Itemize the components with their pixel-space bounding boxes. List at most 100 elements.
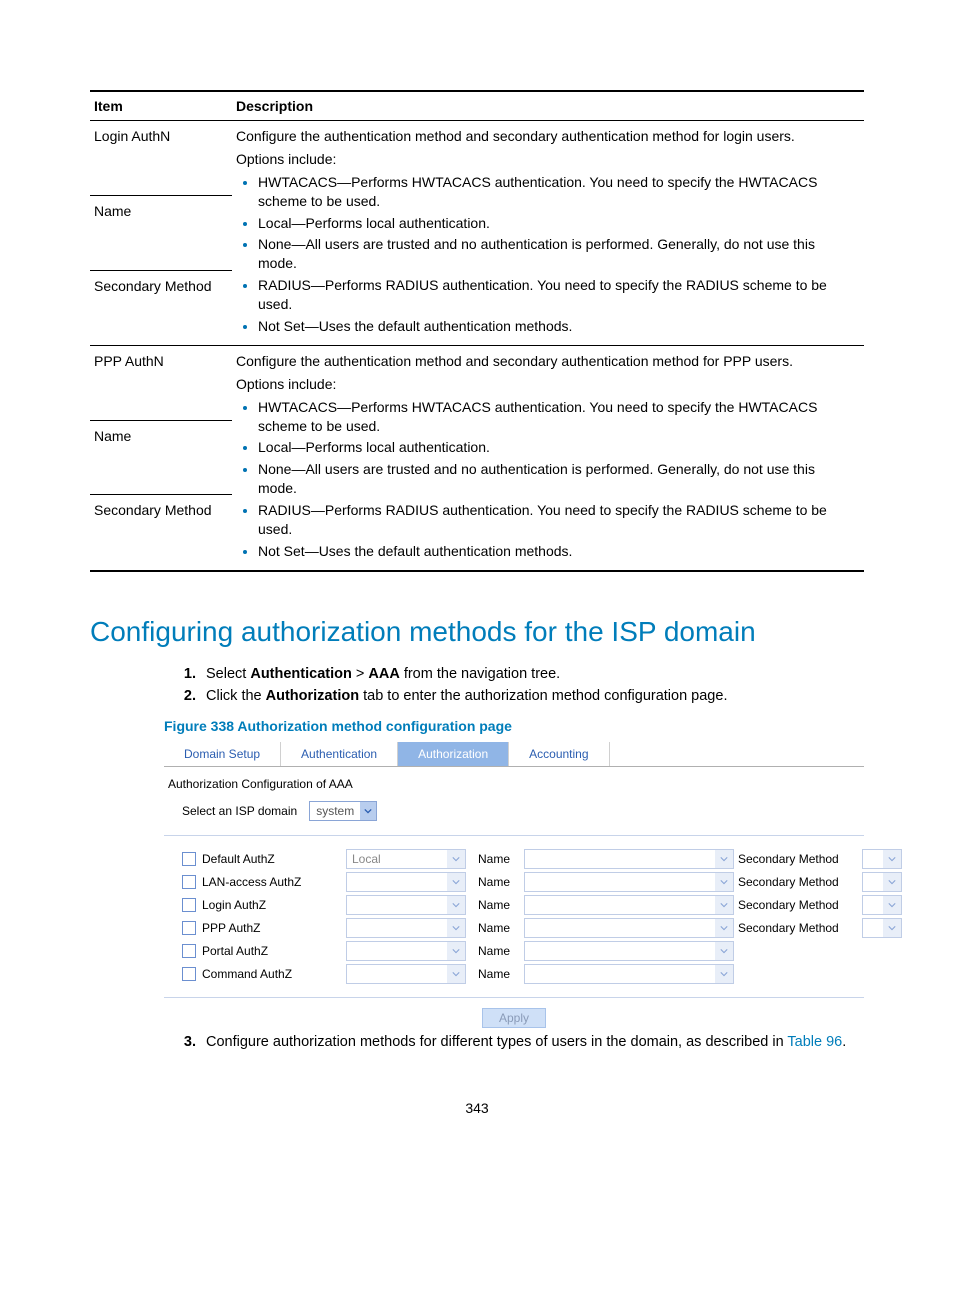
chevron-down-icon [883,919,901,937]
ppp-opts-label: Options include: [236,375,856,394]
name-select-3[interactable] [524,918,734,938]
steps-list: Select Authentication > AAA from the nav… [90,666,864,704]
chevron-down-icon [715,965,733,983]
authz-checkbox-4[interactable]: Portal AuthZ [182,944,342,958]
chevron-down-icon [883,896,901,914]
login-opts-label: Options include: [236,150,856,169]
secondary-label: Secondary Method [738,921,858,935]
secondary-select-3[interactable] [862,918,902,938]
login-opts-list: HWTACACS—Performs HWTACACS authenticatio… [236,173,856,336]
method-select-5[interactable] [346,964,466,984]
secondary-label: Secondary Method [738,852,858,866]
chevron-down-icon [447,942,465,960]
checkbox-icon [182,898,196,912]
apply-button[interactable]: Apply [482,1008,546,1028]
chevron-down-icon [715,896,733,914]
ppp-opt-2: None—All users are trusted and no authen… [258,460,856,498]
cell-login-name: Name [90,195,232,270]
method-select-4[interactable] [346,941,466,961]
authz-checkbox-5[interactable]: Command AuthZ [182,967,342,981]
th-item: Item [90,91,232,121]
authz-row-label: Default AuthZ [202,852,275,866]
name-select-2[interactable] [524,895,734,915]
authz-row-2: Login AuthZ Name Secondary Method [182,895,864,915]
ppp-opt-4: Not Set—Uses the default authentication … [258,542,856,561]
authz-checkbox-1[interactable]: LAN-access AuthZ [182,875,342,889]
authz-row-label: PPP AuthZ [202,921,260,935]
chevron-down-icon [447,965,465,983]
checkbox-icon [182,944,196,958]
secondary-label: Secondary Method [738,898,858,912]
ppp-desc-intro: Configure the authentication method and … [236,352,856,371]
s3-pre: Configure authorization methods for diff… [206,1034,787,1050]
name-label: Name [470,967,520,981]
s2-pre: Click the [206,688,266,704]
section-heading: Configuring authorization methods for th… [90,616,864,648]
isp-domain-select[interactable]: system [309,801,377,821]
tab-accounting[interactable]: Accounting [509,742,609,766]
name-select-5[interactable] [524,964,734,984]
chevron-down-icon [883,873,901,891]
secondary-select-2[interactable] [862,895,902,915]
authz-checkbox-0[interactable]: Default AuthZ [182,852,342,866]
tab-bar: Domain Setup Authentication Authorizatio… [164,742,864,767]
page-number: 343 [90,1100,864,1116]
tab-domain-setup[interactable]: Domain Setup [164,742,281,766]
chevron-down-icon [715,850,733,868]
checkbox-icon [182,875,196,889]
authz-checkbox-2[interactable]: Login AuthZ [182,898,342,912]
authz-row-1: LAN-access AuthZNameSecondary Method [182,872,864,892]
name-label: Name [470,921,520,935]
s3-link[interactable]: Table 96 [787,1034,842,1050]
login-desc-intro: Configure the authentication method and … [236,127,856,146]
login-opt-0: HWTACACS—Performs HWTACACS authenticatio… [258,173,856,211]
authz-form: Default AuthZLocalNameSecondary MethodLA… [164,835,864,998]
login-opt-4: Not Set—Uses the default authentication … [258,317,856,336]
authz-row-label: Command AuthZ [202,967,292,981]
cell-login-desc: Configure the authentication method and … [232,121,864,346]
authz-row-4: Portal AuthZ Name [182,941,864,961]
th-desc: Description [232,91,864,121]
authorization-config-ui: Domain Setup Authentication Authorizatio… [164,742,864,1028]
isp-domain-row: Select an ISP domain system [182,801,864,821]
authz-checkbox-3[interactable]: PPP AuthZ [182,921,342,935]
authz-row-label: Portal AuthZ [202,944,268,958]
method-select-1[interactable] [346,872,466,892]
cell-ppp-desc: Configure the authentication method and … [232,345,864,570]
secondary-select-1[interactable] [862,872,902,892]
authz-row-label: Login AuthZ [202,898,266,912]
cell-ppp-name: Name [90,420,232,495]
cell-ppp-secondary: Secondary Method [90,495,232,571]
step-1: Select Authentication > AAA from the nav… [200,666,864,682]
name-select-1[interactable] [524,872,734,892]
chevron-down-icon [715,873,733,891]
login-opt-2: None—All users are trusted and no authen… [258,235,856,273]
s2-b: Authorization [266,688,359,704]
name-label: Name [470,852,520,866]
tab-authentication[interactable]: Authentication [281,742,398,766]
chevron-down-icon [447,873,465,891]
method-select-0[interactable]: Local [346,849,466,869]
name-select-0[interactable] [524,849,734,869]
chevron-down-icon [447,919,465,937]
secondary-select-0[interactable] [862,849,902,869]
ppp-opt-3: RADIUS—Performs RADIUS authentication. Y… [258,501,856,539]
method-select-3[interactable] [346,918,466,938]
method-select-2[interactable] [346,895,466,915]
authz-row-3: PPP AuthZ Name Secondary Method [182,918,864,938]
name-label: Name [470,944,520,958]
isp-value: system [310,804,360,818]
ui-subheading: Authorization Configuration of AAA [168,777,864,791]
steps-list-cont: Configure authorization methods for diff… [90,1034,864,1050]
step-3: Configure authorization methods for diff… [200,1034,864,1050]
login-opt-3: RADIUS—Performs RADIUS authentication. Y… [258,276,856,314]
s1-b2: AAA [368,666,399,682]
step-2: Click the Authorization tab to enter the… [200,688,864,704]
secondary-label: Secondary Method [738,875,858,889]
name-label: Name [470,898,520,912]
name-select-4[interactable] [524,941,734,961]
tab-authorization[interactable]: Authorization [398,742,509,766]
chevron-down-icon [447,850,465,868]
authz-row-0: Default AuthZ Local Name Secondary Method [182,849,864,869]
chevron-down-icon [360,802,376,820]
